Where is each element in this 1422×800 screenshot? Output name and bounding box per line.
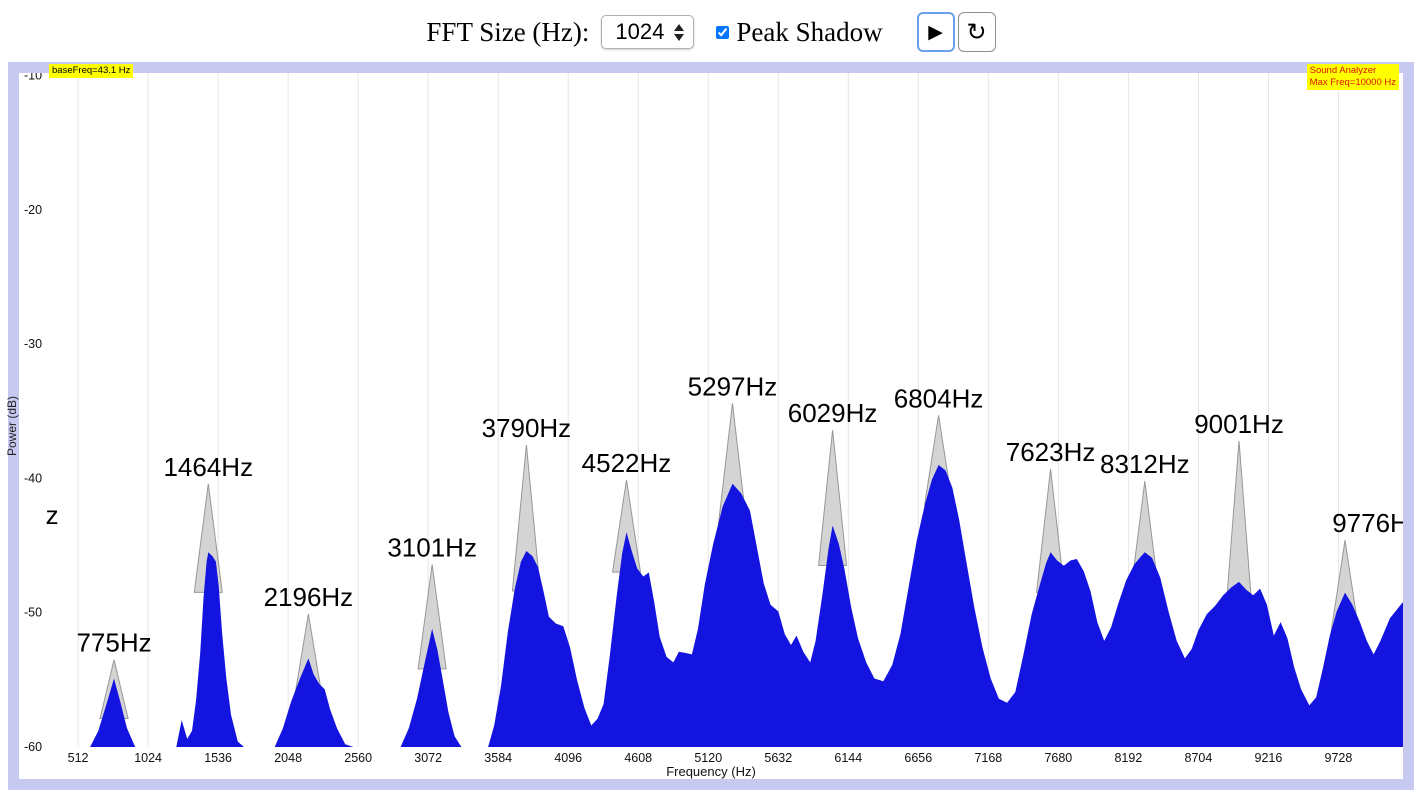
svg-text:3790Hz: 3790Hz bbox=[482, 413, 572, 443]
svg-text:8312Hz: 8312Hz bbox=[1100, 449, 1190, 479]
svg-text:5120: 5120 bbox=[694, 751, 722, 765]
svg-text:1464Hz: 1464Hz bbox=[163, 452, 253, 482]
restart-button[interactable]: ↻ bbox=[957, 12, 996, 52]
spectrum-chart-frame: Power (dB) -10 -20 -30 -40 -50 -60 512 1024 1536… bbox=[5, 62, 1414, 790]
base-freq-badge: baseFreq=43.1 Hz bbox=[49, 64, 134, 78]
svg-text:3072: 3072 bbox=[414, 751, 442, 765]
select-stepper-icon bbox=[674, 23, 685, 41]
transport-buttons: ▶ ↻ bbox=[916, 12, 996, 52]
svg-text:7623Hz: 7623Hz bbox=[1006, 437, 1096, 467]
peak-shadow-checkbox[interactable] bbox=[716, 25, 730, 39]
analyzer-title: Sound Analyzer bbox=[1309, 65, 1377, 76]
spectrum-plot: -10 -20 -30 -40 -50 -60 512 1024 1536 2048 2560 307… bbox=[19, 73, 1403, 779]
restart-icon: ↻ bbox=[966, 18, 987, 46]
svg-text:9001Hz: 9001Hz bbox=[1194, 409, 1284, 439]
svg-text:4522Hz: 4522Hz bbox=[582, 448, 672, 478]
svg-text:9728: 9728 bbox=[1325, 751, 1353, 765]
svg-text:3101Hz: 3101Hz bbox=[387, 532, 477, 562]
svg-text:6656: 6656 bbox=[904, 751, 932, 765]
svg-text:6804Hz: 6804Hz bbox=[894, 383, 984, 413]
svg-text:6029Hz: 6029Hz bbox=[788, 398, 878, 428]
svg-text:9216: 9216 bbox=[1255, 751, 1283, 765]
svg-text:-30: -30 bbox=[24, 337, 42, 351]
svg-text:8192: 8192 bbox=[1114, 751, 1142, 765]
svg-text:1536: 1536 bbox=[204, 751, 232, 765]
analyzer-info-badge: Sound Analyzer Max Freq=10000 Hz bbox=[1306, 64, 1399, 90]
svg-text:z: z bbox=[46, 500, 59, 530]
play-button[interactable]: ▶ bbox=[916, 12, 955, 52]
svg-text:512: 512 bbox=[68, 751, 89, 765]
svg-text:-40: -40 bbox=[24, 471, 42, 485]
svg-text:6144: 6144 bbox=[834, 751, 862, 765]
svg-text:-50: -50 bbox=[24, 606, 42, 620]
svg-text:2560: 2560 bbox=[344, 751, 372, 765]
toolbar: FFT Size (Hz): 1024 Peak Shadow ▶ ↻ bbox=[0, 6, 1422, 58]
stepper-up-icon bbox=[674, 23, 685, 31]
y-axis-title: Power (dB) bbox=[5, 395, 19, 457]
svg-text:8704: 8704 bbox=[1185, 751, 1213, 765]
svg-text:775Hz: 775Hz bbox=[76, 628, 151, 658]
svg-text:-20: -20 bbox=[24, 203, 42, 217]
svg-text:7168: 7168 bbox=[974, 751, 1002, 765]
max-freq-label: Max Freq=10000 Hz bbox=[1309, 77, 1396, 88]
svg-text:Frequency (Hz): Frequency (Hz) bbox=[666, 764, 756, 779]
svg-text:2196Hz: 2196Hz bbox=[264, 582, 354, 612]
svg-text:2048: 2048 bbox=[274, 751, 302, 765]
svg-text:1024: 1024 bbox=[134, 751, 162, 765]
fft-size-value: 1024 bbox=[615, 19, 665, 44]
svg-text:4096: 4096 bbox=[554, 751, 582, 765]
svg-text:-60: -60 bbox=[24, 740, 42, 754]
peak-shadow-toggle[interactable]: Peak Shadow bbox=[716, 16, 883, 48]
svg-text:3584: 3584 bbox=[484, 751, 512, 765]
fft-size-label: FFT Size (Hz): bbox=[426, 16, 590, 47]
plot-area: -10 -20 -30 -40 -50 -60 512 1024 1536 2048 2560 307… bbox=[19, 64, 1403, 779]
stepper-down-icon bbox=[674, 33, 685, 41]
svg-text:5297Hz: 5297Hz bbox=[688, 371, 778, 401]
play-icon: ▶ bbox=[928, 21, 943, 43]
svg-text:7680: 7680 bbox=[1044, 751, 1072, 765]
svg-text:4608: 4608 bbox=[624, 751, 652, 765]
fft-size-select[interactable]: 1024 bbox=[601, 15, 695, 49]
peak-shadow-label: Peak Shadow bbox=[736, 16, 883, 47]
svg-text:-10: -10 bbox=[24, 73, 42, 83]
svg-text:5632: 5632 bbox=[764, 751, 792, 765]
